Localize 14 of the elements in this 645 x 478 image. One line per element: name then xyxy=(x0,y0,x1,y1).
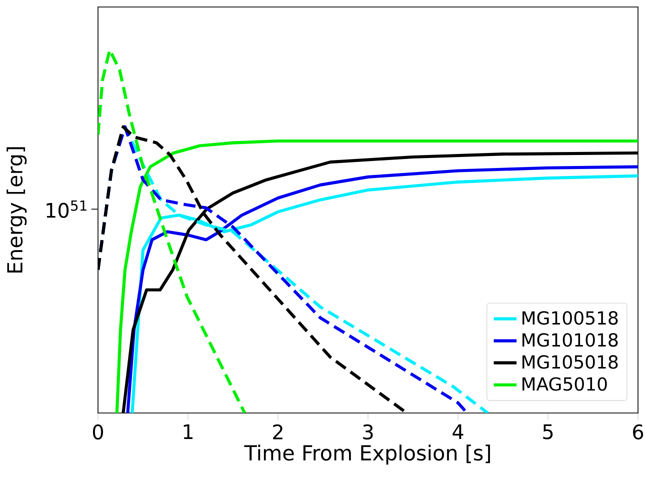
y-axis-title: Energy [erg] xyxy=(6,147,27,272)
x-tick-label: 1 xyxy=(184,424,193,439)
text: 10$^{51}$ xyxy=(46,200,86,218)
x-tick-label: 0 xyxy=(92,424,104,440)
legend-label: MG100518 xyxy=(522,311,618,325)
x-tick-label: 4 xyxy=(452,424,464,439)
x-axis-title: Time From Explosion [s] xyxy=(244,444,490,465)
legend-label: MG105018 xyxy=(522,355,618,369)
x-tick-label: 2 xyxy=(273,424,282,440)
legend-label: MG101018 xyxy=(522,333,618,347)
x-tick-label: 5 xyxy=(543,424,553,440)
x-tick-label: 6 xyxy=(633,424,644,440)
legend-label: MAG5010 xyxy=(522,377,607,391)
x-tick-label: 3 xyxy=(363,424,373,440)
